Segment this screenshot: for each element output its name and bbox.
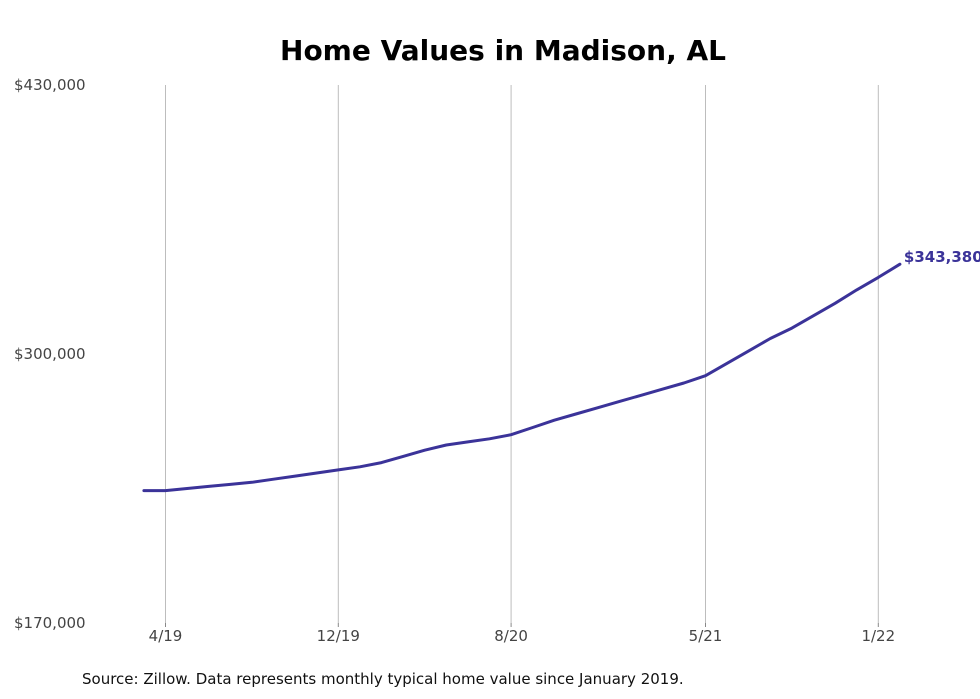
source-note: Source: Zillow. Data represents monthly … bbox=[82, 670, 684, 688]
end-value-label: $343,380 bbox=[904, 248, 980, 266]
x-tick-label: 12/19 bbox=[317, 627, 360, 645]
series-line bbox=[142, 262, 902, 493]
x-axis-tick-labels: 4/19 12/19 8/20 5/21 1/22 bbox=[149, 627, 895, 645]
chart-title: Home Values in Madison, AL bbox=[280, 34, 726, 67]
x-tick-label: 8/20 bbox=[494, 627, 528, 645]
vertical-gridlines bbox=[165, 85, 879, 627]
x-tick-label: 1/22 bbox=[861, 627, 895, 645]
y-tick-label: $170,000 bbox=[14, 614, 86, 632]
y-axis-tick-labels: $170,000 $300,000 $430,000 bbox=[14, 76, 86, 632]
x-tick-label: 5/21 bbox=[689, 627, 723, 645]
series-layer: $343,380 bbox=[142, 248, 980, 493]
x-tick-label: 4/19 bbox=[149, 627, 183, 645]
y-tick-label: $430,000 bbox=[14, 76, 86, 94]
y-tick-label: $300,000 bbox=[14, 345, 86, 363]
